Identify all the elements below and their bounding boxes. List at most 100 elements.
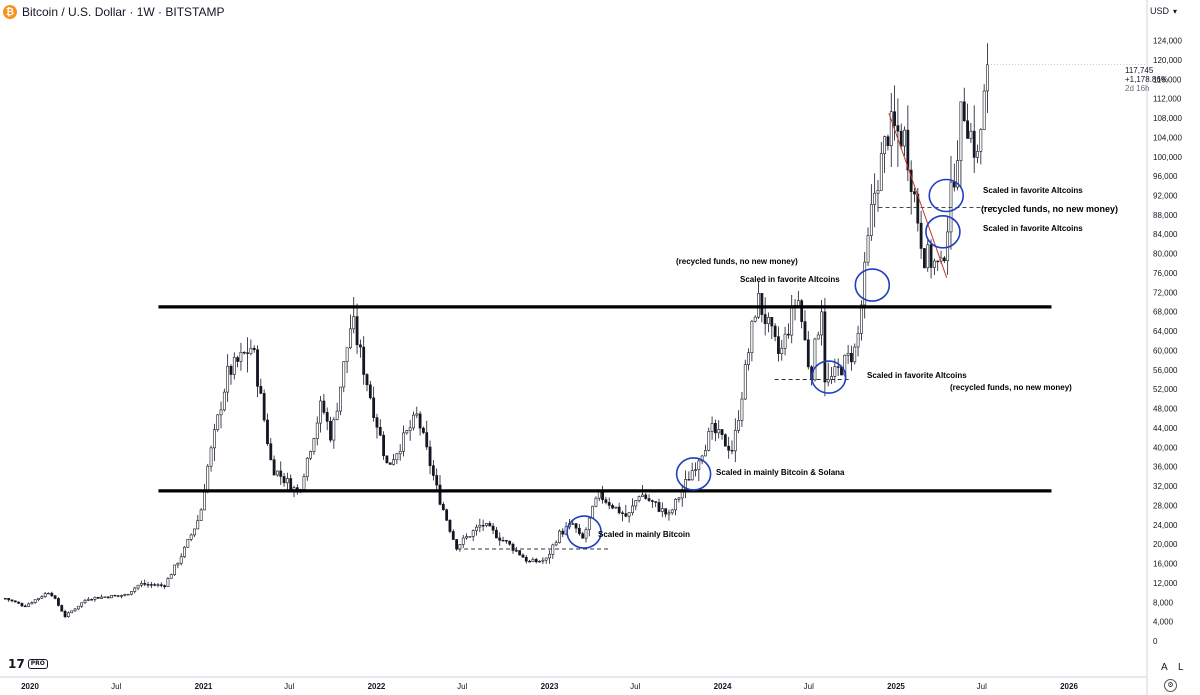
candle: [740, 392, 744, 427]
candle-body: [398, 451, 402, 455]
y-tick-label: 100,000: [1153, 153, 1182, 162]
candle-body: [23, 605, 27, 608]
candle: [455, 539, 458, 551]
candle-body: [800, 300, 804, 322]
candle: [717, 420, 721, 439]
candle-body: [495, 529, 498, 539]
candle: [853, 343, 857, 365]
candle-body: [355, 316, 359, 346]
candle-body: [269, 443, 273, 460]
candle: [727, 436, 731, 459]
candle: [554, 540, 558, 547]
tradingview-logo: 17 PRO: [8, 657, 48, 671]
candle-body: [654, 501, 658, 503]
candle: [345, 347, 349, 374]
candle: [448, 519, 452, 534]
candle-body: [518, 550, 522, 556]
highlight-circle: [566, 515, 602, 549]
y-tick-label: 28,000: [1153, 501, 1178, 510]
candle: [388, 462, 392, 465]
candle: [969, 122, 973, 143]
candle: [146, 581, 150, 588]
candle-body: [541, 559, 545, 562]
currency-selector[interactable]: USD ▾: [1150, 6, 1177, 16]
candle: [713, 419, 717, 442]
candle-body: [959, 101, 963, 161]
candle: [604, 496, 608, 505]
x-tick-label: 2026: [1060, 682, 1078, 691]
annotation-label: (recycled funds, no new money): [950, 383, 1072, 392]
candle: [524, 555, 528, 564]
candle: [551, 543, 555, 559]
y-tick-label: 4,000: [1153, 618, 1174, 627]
candle-body: [47, 592, 50, 595]
candle-body: [720, 429, 724, 435]
candle: [581, 531, 585, 539]
auto-scale-button[interactable]: A: [1161, 662, 1168, 673]
candle: [986, 43, 989, 114]
candle: [116, 595, 120, 598]
candle: [431, 460, 435, 481]
candle-body: [803, 321, 807, 341]
candle: [723, 433, 727, 447]
candle-body: [246, 352, 249, 354]
candle: [720, 429, 724, 440]
candle-body: [757, 293, 760, 318]
candle-body: [491, 525, 495, 531]
candle-body: [33, 599, 37, 603]
annotation-label: (recycled funds, no new money): [981, 204, 1119, 214]
candle: [654, 501, 658, 508]
candle-body: [820, 311, 823, 336]
candle: [624, 504, 628, 518]
candle-body: [239, 352, 243, 362]
candle: [199, 508, 203, 521]
candle-body: [833, 366, 837, 377]
candle-body: [20, 603, 24, 607]
candle-body: [17, 601, 21, 604]
candle: [130, 591, 133, 596]
symbol-title[interactable]: Bitcoin / U.S. Dollar · 1W · BITSTAMP: [22, 5, 225, 19]
candle: [680, 484, 684, 507]
candle: [946, 217, 950, 275]
candle-body: [926, 244, 930, 269]
candle: [790, 294, 794, 344]
candle-body: [461, 537, 465, 545]
candle: [418, 411, 422, 436]
candle: [60, 604, 64, 612]
candle-body: [660, 508, 664, 512]
candle: [289, 474, 293, 492]
log-scale-button[interactable]: L: [1178, 662, 1184, 673]
candle-body: [475, 526, 478, 531]
candle-body: [153, 584, 157, 586]
candle: [544, 557, 548, 564]
settings-icon[interactable]: ⚙: [1164, 679, 1177, 692]
candle-body: [777, 336, 780, 354]
candle: [611, 503, 614, 510]
x-tick-label: Jul: [111, 682, 121, 691]
candle-body: [232, 357, 236, 375]
candle-body: [713, 422, 717, 434]
candle: [13, 600, 17, 603]
candle: [325, 407, 329, 431]
candle-body: [468, 536, 472, 538]
candle: [896, 98, 900, 167]
candle: [309, 450, 313, 461]
candle: [959, 101, 963, 188]
candle: [528, 559, 531, 563]
candle: [7, 598, 11, 602]
candle: [471, 529, 475, 542]
candle: [816, 331, 820, 340]
candle-body: [667, 512, 671, 515]
candle-body: [508, 540, 512, 545]
candle: [468, 536, 472, 538]
y-tick-label: 116,000: [1153, 75, 1182, 84]
y-tick-label: 44,000: [1153, 424, 1178, 433]
candle-body: [485, 523, 488, 526]
candle: [919, 210, 923, 259]
candle-body: [322, 400, 326, 413]
candle: [425, 420, 429, 450]
candle-body: [13, 600, 17, 603]
candle: [826, 362, 830, 387]
candle-body: [179, 556, 183, 564]
